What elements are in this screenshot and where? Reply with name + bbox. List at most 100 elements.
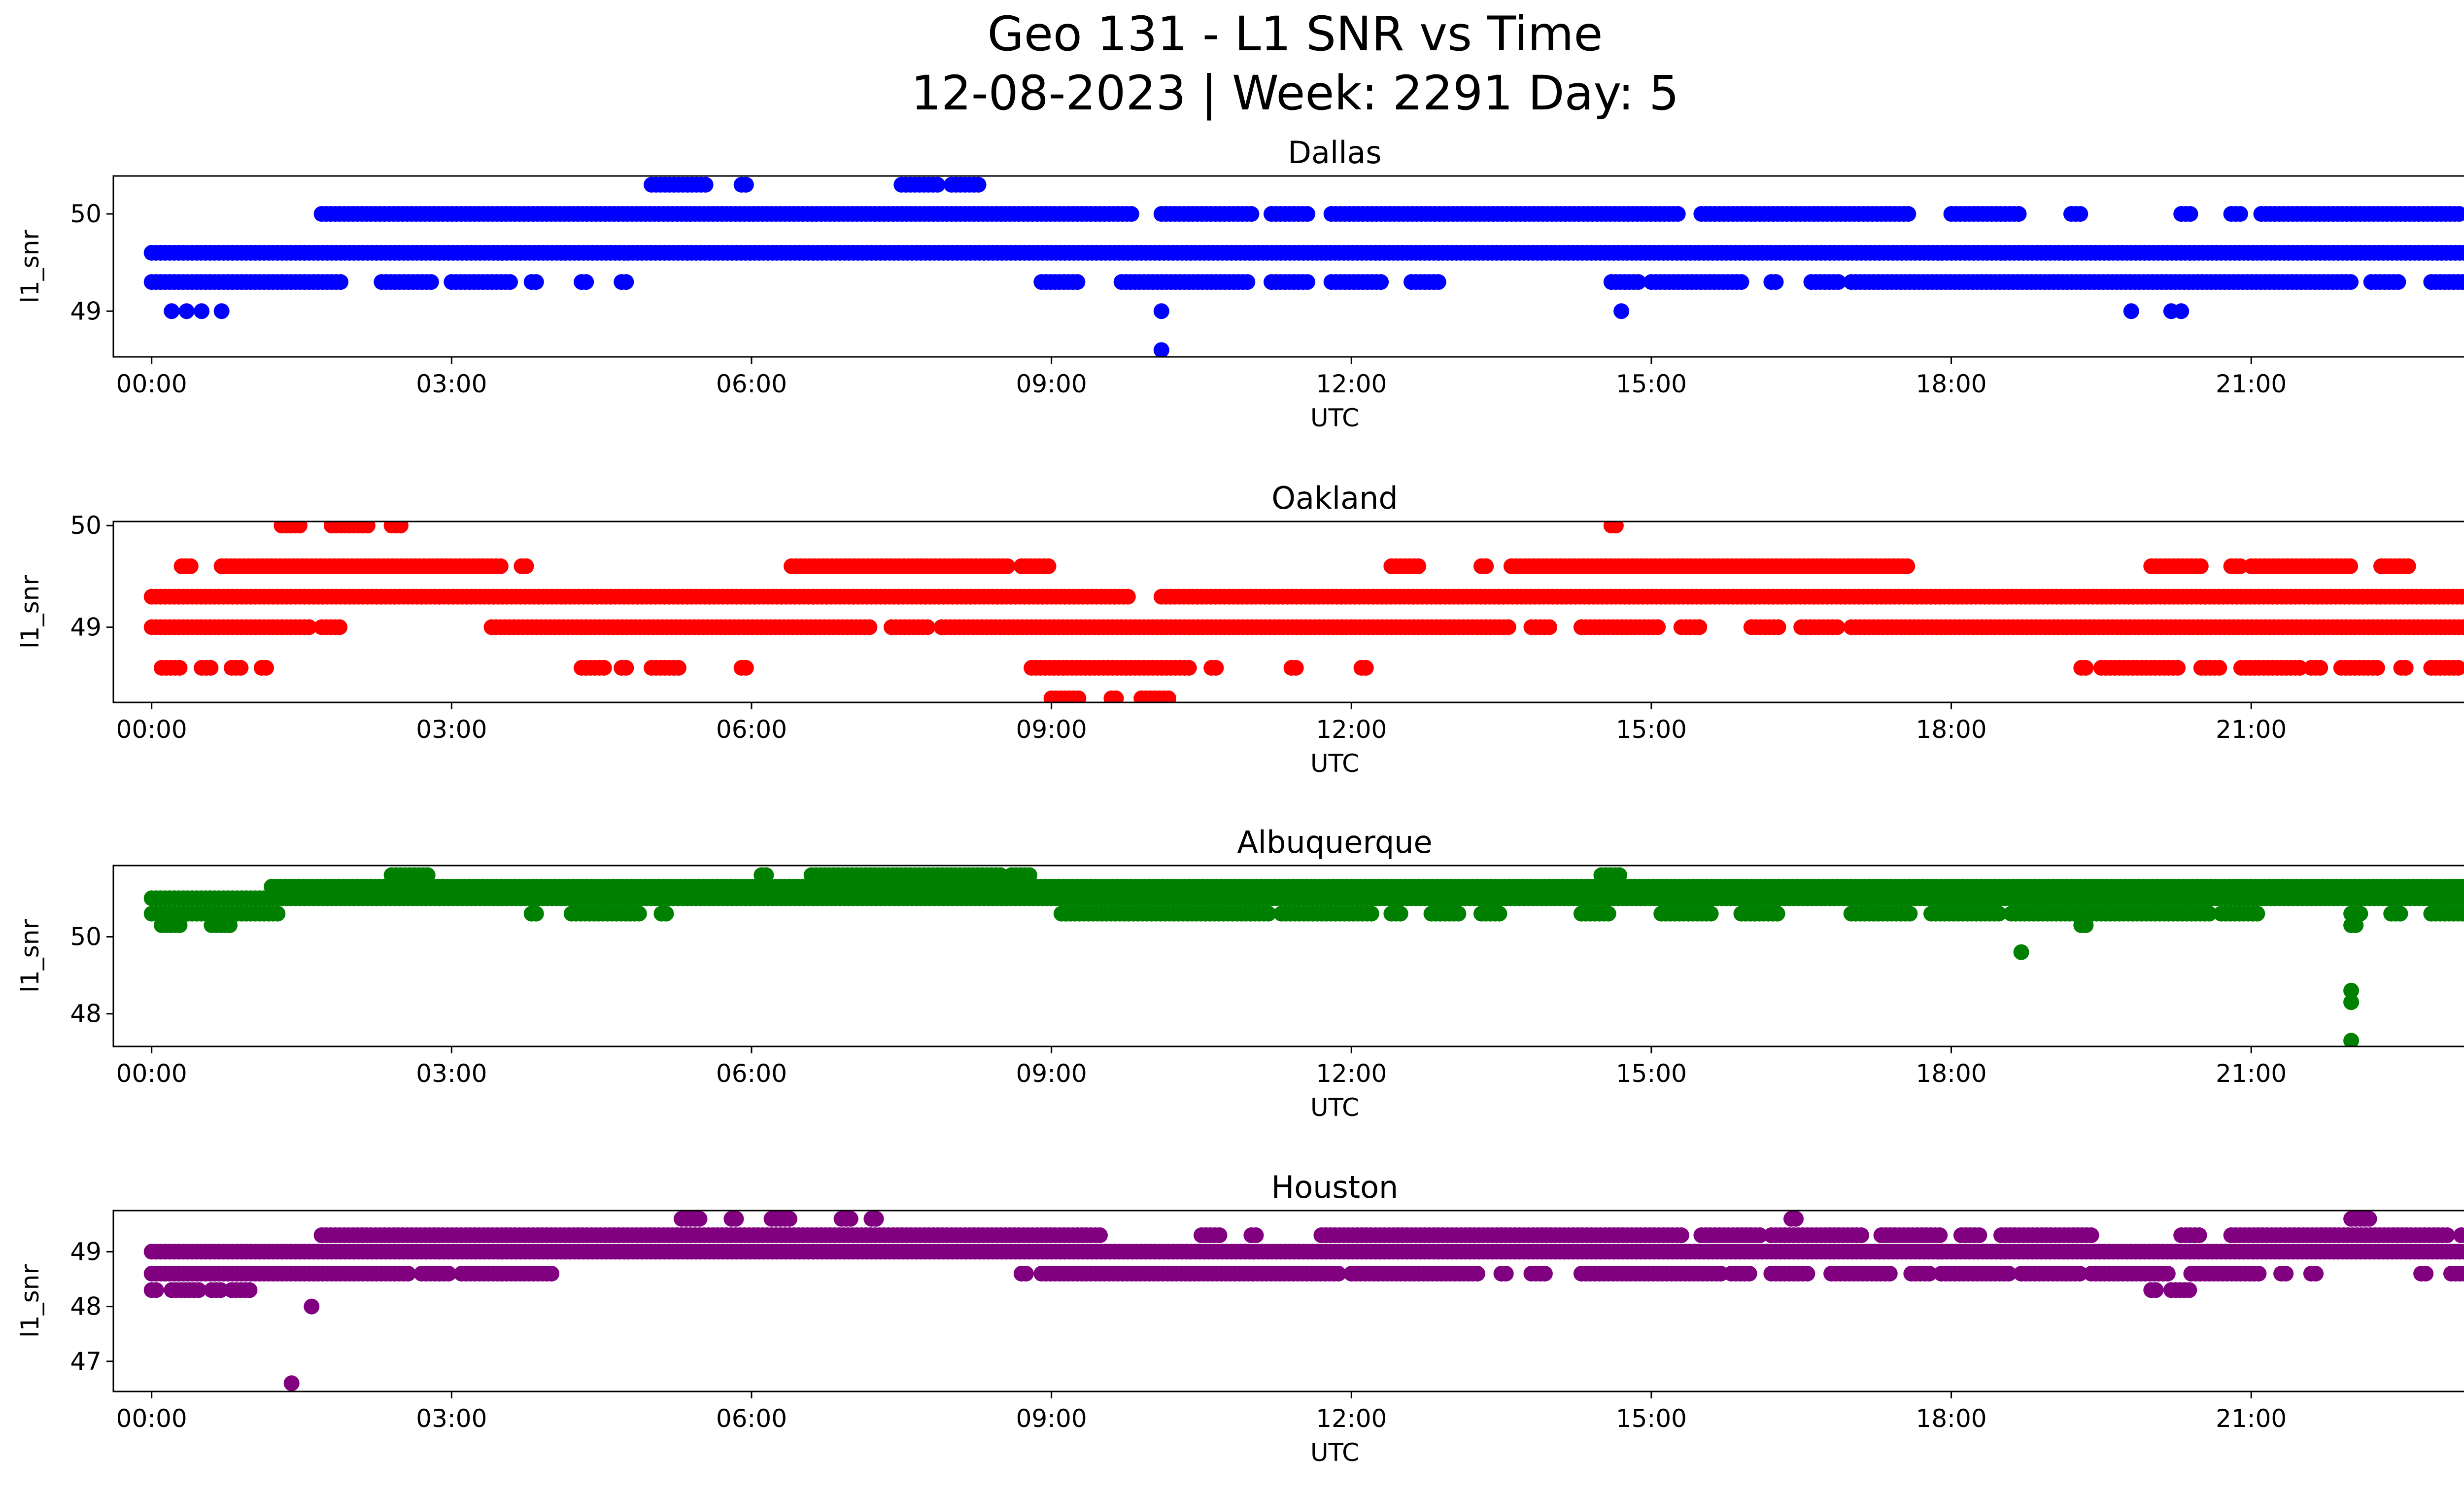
data-point	[1670, 206, 1686, 222]
data-point	[992, 867, 1009, 883]
data-point	[1108, 690, 1124, 702]
data-point	[2461, 892, 2464, 905]
panel-title: Houston	[1271, 1169, 1399, 1205]
data-point	[2170, 660, 2186, 676]
data-point	[1691, 619, 1708, 635]
data-point	[2461, 246, 2464, 259]
data-point	[213, 303, 230, 319]
data-point	[1181, 660, 1197, 676]
data-point	[528, 274, 544, 290]
x-tick-label: 12:00	[1316, 370, 1387, 398]
data-point	[1469, 1265, 1485, 1282]
data-point	[222, 917, 238, 933]
data-point	[1650, 619, 1666, 635]
data-point	[1120, 589, 1136, 605]
data-point	[333, 274, 349, 290]
data-point	[2249, 905, 2265, 922]
data-point	[1123, 206, 1139, 222]
data-point	[618, 274, 634, 290]
data-point	[2450, 660, 2464, 676]
data-point	[596, 660, 612, 676]
data-point	[1410, 558, 1427, 574]
data-point	[392, 522, 409, 534]
x-tick-label: 03:00	[416, 715, 487, 744]
data-point	[2459, 879, 2464, 894]
data-point	[441, 1265, 457, 1282]
y-axis-label: l1_snr	[16, 919, 44, 993]
data-point	[423, 274, 439, 290]
data-point	[1040, 558, 1057, 574]
data-point	[1161, 690, 1176, 702]
data-point	[171, 660, 188, 676]
data-point	[1300, 206, 1315, 222]
data-point	[1358, 660, 1374, 676]
scatter-series	[143, 867, 2464, 1046]
data-point	[2013, 944, 2029, 960]
data-point	[492, 558, 509, 574]
data-point	[1022, 867, 1037, 883]
x-tick-label: 15:00	[1616, 370, 1687, 398]
data-point	[2211, 660, 2227, 676]
data-point	[2451, 206, 2464, 222]
figure-title-line1: Geo 131 - L1 SNR vs Time	[988, 6, 1603, 62]
data-point	[1491, 905, 1507, 922]
x-tick-label: 00:00	[116, 1059, 187, 1088]
x-tick-label: 18:00	[1916, 715, 1987, 744]
data-point	[2459, 906, 2464, 921]
data-point	[1600, 905, 1616, 922]
x-tick-label: 21:00	[2216, 715, 2287, 744]
data-point	[400, 1265, 416, 1282]
y-tick-label: 50	[70, 511, 102, 540]
x-tick-label: 21:00	[2216, 1059, 2287, 1088]
data-point	[2390, 274, 2406, 290]
axes-frame	[112, 175, 2464, 358]
data-point	[301, 619, 317, 635]
y-tick-label: 50	[70, 922, 102, 951]
data-point	[2463, 592, 2464, 601]
data-point	[1450, 905, 1467, 922]
data-point	[1478, 558, 1494, 574]
x-tick-label: 18:00	[1916, 370, 1987, 398]
x-tick-label: 00:00	[116, 715, 187, 744]
data-point	[1330, 1265, 1346, 1282]
data-point	[2232, 206, 2248, 222]
x-tick-label: 00:00	[116, 370, 187, 398]
data-point	[1430, 274, 1446, 290]
data-point	[292, 522, 308, 534]
x-axis-label: UTC	[1310, 404, 1359, 432]
x-axis-label: UTC	[1310, 749, 1359, 778]
data-point	[171, 917, 188, 933]
data-point	[2123, 303, 2139, 319]
data-point	[1300, 274, 1315, 290]
data-point	[2072, 206, 2088, 222]
x-tick-label: 21:00	[2216, 370, 2287, 398]
y-tick-label: 48	[70, 1000, 102, 1028]
data-point	[2343, 994, 2360, 1010]
data-point	[1900, 206, 1916, 222]
data-point	[2173, 303, 2190, 319]
data-point	[528, 905, 544, 922]
data-point	[2397, 660, 2414, 676]
x-tick-label: 06:00	[716, 1059, 787, 1088]
figure-title-line2: 12-08-2023 | Week: 2291 Day: 5	[911, 66, 1679, 121]
data-point	[2400, 558, 2416, 574]
x-tick-label: 09:00	[1016, 370, 1087, 398]
scatter-series	[143, 176, 2464, 357]
data-point	[1363, 905, 1379, 922]
data-point	[1537, 1265, 1553, 1282]
data-point	[1733, 274, 1749, 290]
x-tick-label: 12:00	[1316, 1059, 1387, 1088]
data-point	[1741, 1265, 1757, 1282]
data-point	[2292, 660, 2308, 676]
data-point	[920, 619, 936, 635]
data-point	[2078, 917, 2094, 933]
data-point	[631, 905, 647, 922]
data-point	[738, 176, 754, 193]
data-point	[2312, 660, 2328, 676]
data-point	[1703, 905, 1719, 922]
data-point	[1990, 905, 2007, 922]
data-point	[2343, 274, 2359, 290]
